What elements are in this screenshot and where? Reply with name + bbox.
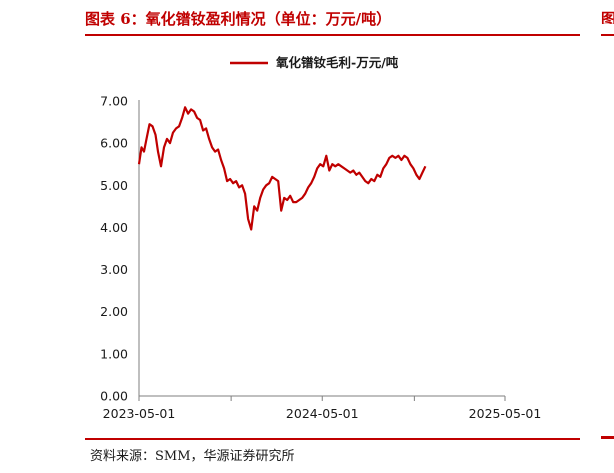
y-tick-label: 1.00 <box>100 346 128 361</box>
title-bar: 图表 6：氧化镨钕盈利情况（单位：万元/吨） <box>85 0 580 36</box>
y-tick-label: 5.00 <box>100 178 128 193</box>
y-tick-label: 6.00 <box>100 136 128 151</box>
x-tick-label: 2024-05-01 <box>286 406 359 421</box>
legend-label: 氧化镨钕毛利-万元/吨 <box>275 55 399 70</box>
y-tick-labels: 7.00 6.00 5.00 4.00 3.00 2.00 1.00 0.00 <box>100 94 128 404</box>
x-tick-label: 2023-05-01 <box>103 406 176 421</box>
y-tick-label: 7.00 <box>100 94 128 109</box>
x-tick-labels: 2023-05-01 2024-05-01 2025-05-01 <box>103 406 542 421</box>
x-tick-label: 2025-05-01 <box>469 406 542 421</box>
line-chart: 氧化镨钕毛利-万元/吨 7.00 6.00 5.00 4.00 3.00 2.00 1.00… <box>100 55 542 421</box>
adjacent-footer-rule <box>601 436 614 439</box>
footer-rule <box>85 438 580 440</box>
y-tick-label: 0.00 <box>100 389 128 404</box>
y-tick-label: 2.00 <box>100 304 128 319</box>
legend: 氧化镨钕毛利-万元/吨 <box>230 55 399 70</box>
adjacent-title-fragment: 图 <box>601 10 614 24</box>
adjacent-title-rule <box>601 34 614 36</box>
y-tick-label: 4.00 <box>100 220 128 235</box>
source-note: 资料来源：SMM，华源证券研究所 <box>90 449 295 464</box>
x-axis-ticks <box>138 396 506 401</box>
y-tick-label: 3.00 <box>100 262 128 277</box>
series-line <box>137 106 427 231</box>
figure-title: 图表 6：氧化镨钕盈利情况（单位：万元/吨） <box>85 10 392 28</box>
